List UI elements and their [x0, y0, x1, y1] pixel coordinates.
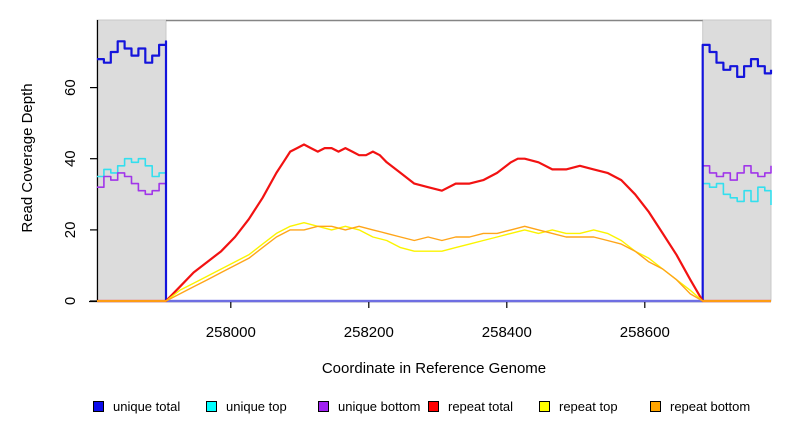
legend-label-unique-bottom: unique bottom: [338, 399, 421, 414]
legend-swatch-repeat-total: [428, 401, 439, 412]
legend-label-repeat-total: repeat total: [448, 399, 514, 414]
x-axis-title: Coordinate in Reference Genome: [321, 360, 547, 377]
legend-item-repeat-total: repeat total: [428, 399, 513, 414]
x-tick-label: 258200: [344, 324, 394, 341]
legend-label-unique-total: unique total: [113, 399, 181, 414]
y-tick-label: 0: [62, 297, 79, 305]
y-tick-label: 60: [62, 79, 79, 96]
legend-item-repeat-bottom: repeat bottom: [650, 399, 750, 414]
legend-swatch-repeat-top: [539, 401, 550, 412]
legend-label-repeat-bottom: repeat bottom: [670, 399, 751, 414]
series-unique-top: [97, 157, 772, 302]
legend-swatch-unique-bottom: [318, 401, 329, 412]
x-tick-label: 258600: [620, 324, 670, 341]
y-tick-label: 20: [62, 222, 79, 239]
legend-swatch-unique-top: [206, 401, 217, 412]
legend-label-unique-top: unique top: [226, 399, 287, 414]
legend-item-unique-total: unique total: [93, 399, 180, 414]
series-repeat-top: [97, 222, 771, 302]
series-unique-total: [97, 40, 773, 303]
legend-swatch-repeat-bottom: [650, 401, 661, 412]
legend-label-repeat-top: repeat top: [559, 399, 618, 414]
series-repeat-total: [97, 143, 771, 303]
y-axis-title: Read Coverage Depth: [19, 83, 36, 233]
y-tick-label: 40: [62, 150, 79, 167]
x-tick-label: 258000: [206, 324, 256, 341]
series-repeat-bottom: [97, 225, 771, 302]
legend-swatch-unique-total: [93, 401, 104, 412]
legend-item-unique-bottom: unique bottom: [318, 399, 420, 414]
legend-item-repeat-top: repeat top: [539, 399, 618, 414]
legend-item-unique-top: unique top: [206, 399, 287, 414]
legend: unique total unique top unique bottom repea…: [0, 399, 792, 415]
x-tick-label: 258400: [482, 324, 532, 341]
gray-region-right: [702, 19, 772, 302]
